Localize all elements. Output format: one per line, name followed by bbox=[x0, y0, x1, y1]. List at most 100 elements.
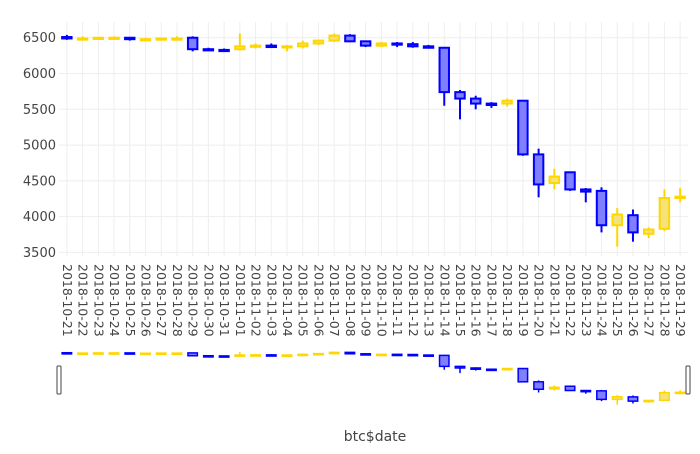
x-tick-label: 2018-11-22 bbox=[563, 264, 578, 337]
x-tick-label: 2018-10-25 bbox=[123, 264, 138, 337]
slider-candle-body bbox=[580, 389, 592, 393]
x-tick-label: 2018-11-08 bbox=[343, 264, 358, 337]
candle-body bbox=[469, 97, 482, 105]
x-tick-label: 2018-11-07 bbox=[327, 264, 342, 337]
slider-candle-body bbox=[297, 353, 309, 357]
x-tick-label: 2018-11-18 bbox=[500, 264, 515, 337]
x-axis: 2018-10-21 2018-10-22 2018-10-23 2018-10-24… bbox=[60, 264, 688, 337]
slider-candle-body bbox=[360, 353, 372, 356]
candle-body bbox=[611, 213, 623, 227]
candle-body bbox=[108, 36, 120, 40]
range-slider-right-handle[interactable] bbox=[685, 365, 691, 395]
x-tick-label: 2018-10-24 bbox=[107, 264, 122, 337]
candle-body bbox=[139, 38, 152, 42]
candle-body bbox=[312, 39, 325, 45]
candle-body bbox=[218, 48, 230, 53]
x-tick-label: 2018-11-20 bbox=[532, 264, 547, 337]
x-tick-label: 2018-10-30 bbox=[201, 264, 216, 337]
slider-candle-body bbox=[187, 352, 199, 357]
x-tick-label: 2018-11-28 bbox=[657, 264, 672, 337]
slider-candle-body bbox=[611, 395, 623, 401]
x-tick-label: 2018-11-23 bbox=[579, 264, 594, 337]
candle-body bbox=[595, 189, 608, 227]
candle-body bbox=[155, 37, 167, 41]
y-tick-label: 6500 bbox=[23, 31, 56, 46]
candle-body bbox=[454, 91, 466, 100]
slider-candle-body bbox=[171, 352, 183, 356]
slider-candle-body bbox=[328, 351, 340, 355]
slider-candle-body bbox=[533, 381, 545, 391]
x-tick-label: 2018-10-27 bbox=[154, 264, 169, 337]
slider-candle-body bbox=[674, 391, 686, 395]
x-tick-label: 2018-10-26 bbox=[138, 264, 153, 337]
slider-candle-body bbox=[61, 351, 73, 355]
range-slider-background[interactable] bbox=[59, 349, 688, 407]
y-tick-label: 5500 bbox=[23, 103, 56, 118]
slider-candle-body bbox=[344, 351, 356, 355]
x-axis-title: btc$date bbox=[344, 429, 407, 445]
candle-body bbox=[281, 45, 293, 49]
slider-candle-body bbox=[658, 391, 670, 402]
x-tick-label: 2018-11-24 bbox=[595, 264, 610, 337]
range-slider[interactable] bbox=[56, 349, 691, 407]
y-tick-label: 6000 bbox=[23, 67, 56, 82]
slider-candle-body bbox=[140, 352, 151, 356]
x-tick-label: 2018-11-21 bbox=[547, 264, 562, 337]
slider-candle-body bbox=[265, 354, 277, 357]
x-tick-label: 2018-11-11 bbox=[390, 264, 405, 337]
candle-body bbox=[407, 43, 419, 48]
slider-candle-body bbox=[517, 367, 529, 383]
candle-body bbox=[297, 42, 309, 48]
x-tick-label: 2018-10-28 bbox=[170, 264, 185, 337]
candle-body bbox=[485, 102, 498, 107]
candle-body bbox=[234, 45, 246, 51]
range-slider-left-handle[interactable] bbox=[56, 365, 62, 395]
candle-body bbox=[171, 37, 183, 41]
slider-candle-body bbox=[250, 354, 262, 357]
candle-body bbox=[674, 195, 686, 200]
slider-candle-body bbox=[391, 353, 403, 357]
x-tick-label: 2018-11-29 bbox=[673, 264, 688, 337]
x-tick-label: 2018-11-06 bbox=[311, 264, 326, 337]
candle-body bbox=[124, 36, 136, 41]
slider-candle-body bbox=[643, 399, 655, 403]
x-tick-label: 2018-11-04 bbox=[280, 264, 295, 337]
x-tick-label: 2018-10-23 bbox=[91, 264, 106, 337]
slider-candle-body bbox=[281, 354, 293, 357]
slider-candle-body bbox=[375, 353, 387, 357]
x-tick-label: 2018-11-09 bbox=[359, 264, 374, 337]
slider-candle-body bbox=[627, 396, 639, 402]
x-tick-label: 2018-10-31 bbox=[217, 264, 232, 337]
x-tick-label: 2018-11-15 bbox=[453, 264, 468, 337]
x-tick-label: 2018-11-25 bbox=[610, 264, 625, 337]
candle-body bbox=[532, 153, 545, 186]
candle-body bbox=[438, 46, 450, 94]
candle-body bbox=[517, 99, 529, 156]
slider-candle-body bbox=[218, 355, 230, 358]
x-tick-label: 2018-10-22 bbox=[76, 264, 91, 337]
x-tick-label: 2018-11-27 bbox=[642, 264, 657, 337]
candle-body bbox=[501, 99, 513, 105]
slider-candle-body bbox=[108, 352, 120, 355]
x-tick-label: 2018-10-21 bbox=[60, 264, 75, 337]
slider-candle-body bbox=[234, 354, 246, 357]
candle-body bbox=[580, 188, 592, 193]
slider-candle-body bbox=[92, 352, 104, 355]
slider-candle-body bbox=[548, 386, 560, 390]
y-tick-label: 3500 bbox=[23, 246, 56, 261]
candle-body bbox=[658, 197, 671, 230]
slider-candle-body bbox=[155, 352, 167, 356]
slider-candle-body bbox=[485, 368, 497, 372]
slider-candle-body bbox=[596, 390, 607, 401]
candle-body bbox=[548, 175, 561, 185]
candle-body bbox=[627, 214, 639, 234]
y-tick-label: 4000 bbox=[23, 210, 56, 225]
slider-candle-body bbox=[124, 352, 136, 355]
candle-body bbox=[642, 228, 655, 235]
x-tick-label: 2018-11-10 bbox=[374, 264, 389, 337]
x-tick-label: 2018-11-12 bbox=[406, 264, 421, 337]
slider-candle-body bbox=[77, 352, 89, 356]
grid-layer bbox=[59, 22, 688, 256]
